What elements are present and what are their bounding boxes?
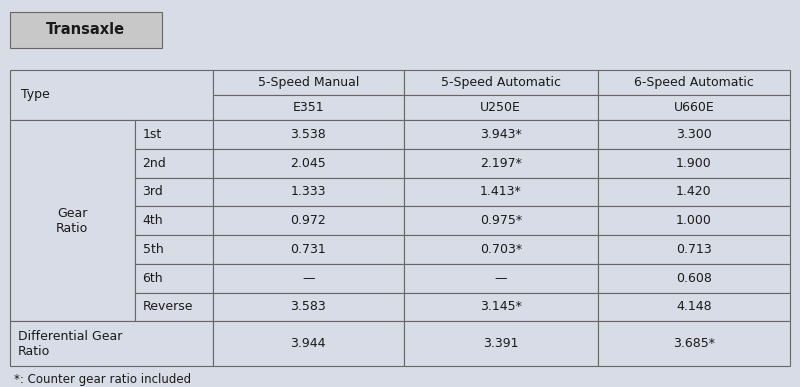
Bar xyxy=(134,120,213,149)
Text: 2.197*: 2.197* xyxy=(480,157,522,170)
Text: 3.685*: 3.685* xyxy=(673,337,715,350)
Text: 6-Speed Automatic: 6-Speed Automatic xyxy=(634,76,754,89)
Text: 0.703*: 0.703* xyxy=(480,243,522,256)
Bar xyxy=(213,178,404,206)
Bar xyxy=(404,120,598,149)
Text: 0.972: 0.972 xyxy=(290,214,326,227)
Text: 0.608: 0.608 xyxy=(676,272,712,285)
Text: 1.000: 1.000 xyxy=(676,214,712,227)
Text: Reverse: Reverse xyxy=(142,300,193,313)
Bar xyxy=(598,70,790,95)
Bar xyxy=(404,264,598,293)
Bar xyxy=(10,70,213,120)
Bar xyxy=(598,149,790,178)
Bar xyxy=(134,149,213,178)
Bar xyxy=(213,293,404,321)
Text: 0.713: 0.713 xyxy=(676,243,712,256)
Text: U660E: U660E xyxy=(674,101,714,114)
Bar xyxy=(404,70,598,95)
Text: E351: E351 xyxy=(293,101,324,114)
Text: 5-Speed Automatic: 5-Speed Automatic xyxy=(441,76,561,89)
Bar xyxy=(134,264,213,293)
Text: 0.731: 0.731 xyxy=(290,243,326,256)
Text: 1.413*: 1.413* xyxy=(480,185,522,199)
Bar xyxy=(598,95,790,120)
Bar xyxy=(10,12,162,48)
Bar xyxy=(598,206,790,235)
Bar xyxy=(213,235,404,264)
Text: U250E: U250E xyxy=(480,101,521,114)
Text: 0.975*: 0.975* xyxy=(480,214,522,227)
Text: 4.148: 4.148 xyxy=(676,300,712,313)
Bar xyxy=(404,95,598,120)
Bar xyxy=(598,235,790,264)
Bar xyxy=(213,264,404,293)
Bar xyxy=(598,120,790,149)
Bar xyxy=(134,178,213,206)
Bar xyxy=(598,321,790,366)
Text: Type: Type xyxy=(21,88,50,101)
Text: —: — xyxy=(494,272,507,285)
Bar xyxy=(213,95,404,120)
Bar xyxy=(598,178,790,206)
Text: 5-Speed Manual: 5-Speed Manual xyxy=(258,76,359,89)
Text: 3.145*: 3.145* xyxy=(480,300,522,313)
Bar xyxy=(10,120,134,321)
Bar xyxy=(404,293,598,321)
Bar xyxy=(598,293,790,321)
Text: 1st: 1st xyxy=(142,128,162,141)
Bar xyxy=(134,293,213,321)
Bar xyxy=(404,206,598,235)
Bar xyxy=(213,149,404,178)
Text: Gear
Ratio: Gear Ratio xyxy=(56,207,88,235)
Text: 5th: 5th xyxy=(142,243,163,256)
Text: 3rd: 3rd xyxy=(142,185,163,199)
Text: 3.538: 3.538 xyxy=(290,128,326,141)
Text: 3.943*: 3.943* xyxy=(480,128,522,141)
Text: Transaxle: Transaxle xyxy=(46,22,125,38)
Bar xyxy=(404,235,598,264)
Text: —: — xyxy=(302,272,314,285)
Text: 3.944: 3.944 xyxy=(290,337,326,350)
Bar xyxy=(134,206,213,235)
Bar xyxy=(404,321,598,366)
Text: 2nd: 2nd xyxy=(142,157,166,170)
Text: 1.420: 1.420 xyxy=(676,185,712,199)
Text: 1.900: 1.900 xyxy=(676,157,712,170)
Bar xyxy=(10,321,213,366)
Text: 1.333: 1.333 xyxy=(290,185,326,199)
Bar xyxy=(404,178,598,206)
Bar xyxy=(213,321,404,366)
Bar xyxy=(213,206,404,235)
Text: *: Counter gear ratio included: *: Counter gear ratio included xyxy=(14,373,190,387)
Bar xyxy=(213,70,404,95)
Text: 4th: 4th xyxy=(142,214,163,227)
Text: 2.045: 2.045 xyxy=(290,157,326,170)
Text: 6th: 6th xyxy=(142,272,163,285)
Text: Differential Gear
Ratio: Differential Gear Ratio xyxy=(18,329,122,358)
Bar xyxy=(134,235,213,264)
Text: 3.391: 3.391 xyxy=(483,337,518,350)
Text: 3.300: 3.300 xyxy=(676,128,712,141)
Bar xyxy=(598,264,790,293)
Bar xyxy=(213,120,404,149)
Bar xyxy=(404,149,598,178)
Text: 3.583: 3.583 xyxy=(290,300,326,313)
